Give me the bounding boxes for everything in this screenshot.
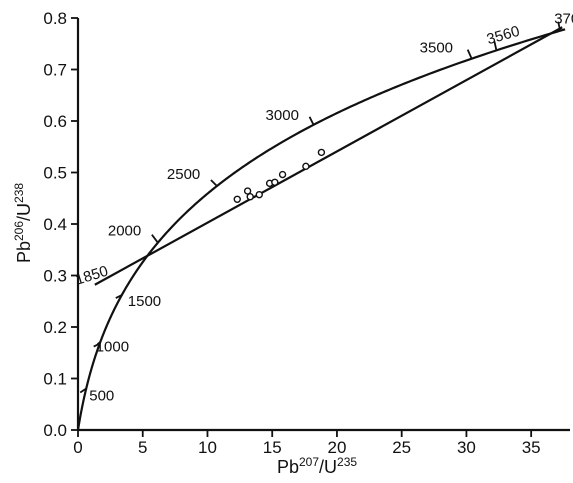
data-point: [302, 162, 310, 171]
data-point: [278, 170, 287, 179]
age-label: 3500: [420, 40, 453, 57]
age-tick: [151, 234, 159, 244]
y-tick-label: 0.4: [43, 215, 67, 234]
age-tick: [466, 49, 473, 60]
y-tick-label: 0.6: [43, 112, 67, 131]
data-point: [271, 178, 279, 186]
x-tick-label: 15: [263, 438, 282, 457]
x-tick-label: 10: [198, 438, 217, 457]
discordia-line: [94, 26, 563, 286]
age-tick: [115, 294, 123, 299]
y-tick-label: 0.3: [43, 267, 67, 286]
x-axis-title-sep: /U: [319, 457, 337, 477]
y-axis-title-sup2: 238: [12, 183, 26, 203]
y-axis-title: Pb206/U238: [12, 183, 34, 263]
age-tick: [493, 41, 498, 51]
data-point: [233, 195, 241, 203]
x-tick-label: 35: [522, 438, 541, 457]
age-tick: [210, 179, 218, 187]
y-tick-label: 0.2: [43, 318, 67, 337]
svg-text:Pb206/U238: Pb206/U238: [12, 183, 34, 263]
x-axis-title-sup2: 235: [337, 455, 357, 469]
age-label: 1000: [96, 339, 129, 356]
concordia-curve: [76, 28, 566, 431]
y-tick-label: 0.0: [43, 421, 67, 440]
age-tick: [79, 387, 87, 394]
data-point: [255, 190, 263, 199]
y-axis-title-base: Pb: [14, 241, 34, 263]
age-label: 1500: [128, 293, 161, 310]
data-point: [243, 187, 252, 195]
age-tick: [308, 116, 315, 126]
y-tick-label: 0.5: [43, 164, 67, 183]
y-tick-label: 0.8: [43, 9, 67, 28]
x-tick-label: 5: [138, 438, 147, 457]
x-axis-title-base: Pb: [277, 457, 299, 477]
age-label: 2500: [167, 166, 200, 183]
plot-area: 0 5 10 15 20 25 30 35 0.0 0.1 0.2 0.3 0.4 0.5 0.6 0.7 0.…: [43, 9, 573, 457]
x-tick-label: 30: [457, 438, 476, 457]
x-axis-title-sup1: 207: [299, 455, 319, 469]
data-point: [317, 148, 326, 157]
age-label: 3000: [266, 107, 299, 124]
y-tick-label: 0.1: [43, 370, 67, 389]
x-tick-label: 20: [327, 438, 346, 457]
y-axis-title-sep: /U: [14, 203, 34, 221]
x-axis-title: Pb207/U235: [277, 455, 357, 477]
y-axis-title-sup1: 206: [12, 221, 26, 241]
data-point: [246, 193, 254, 201]
age-label: 2000: [108, 223, 141, 240]
x-tick-label: 0: [73, 438, 82, 457]
age-tick: [557, 21, 562, 31]
x-tick-label: 25: [392, 438, 411, 457]
age-label: 3700: [554, 11, 573, 28]
age-label: 500: [89, 387, 114, 404]
age-tick: [93, 342, 101, 348]
y-tick-label: 0.7: [43, 61, 67, 80]
